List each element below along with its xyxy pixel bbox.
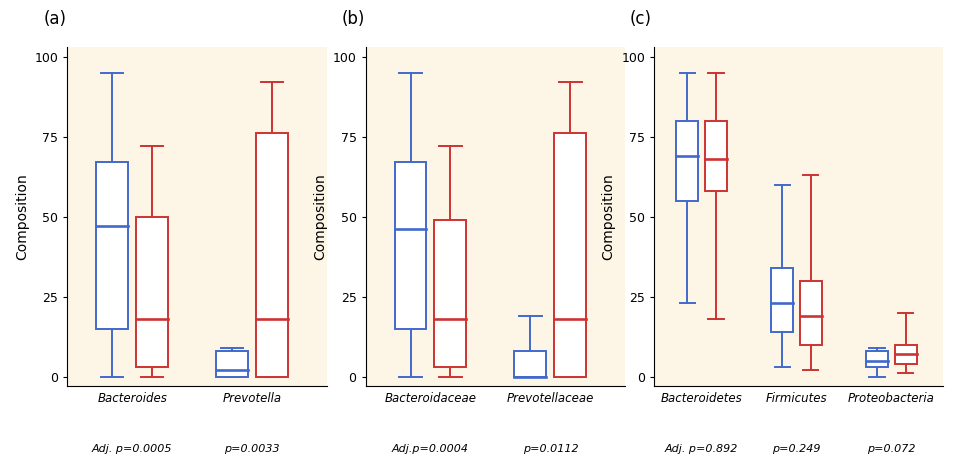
Text: Adj.p=0.0004: Adj.p=0.0004	[391, 444, 469, 454]
Bar	[676, 121, 698, 201]
Text: (b): (b)	[341, 10, 364, 28]
Y-axis label: Composition: Composition	[312, 173, 327, 260]
Bar	[771, 268, 793, 332]
Bar	[894, 345, 916, 364]
Y-axis label: Composition: Composition	[601, 173, 615, 260]
Text: p=0.249: p=0.249	[772, 444, 820, 454]
Text: p=0.0033: p=0.0033	[224, 444, 280, 454]
Text: (c): (c)	[629, 10, 652, 28]
Bar	[554, 133, 585, 377]
Y-axis label: Composition: Composition	[14, 173, 29, 260]
Bar	[514, 351, 546, 377]
Text: p=0.0112: p=0.0112	[522, 444, 578, 454]
Text: Adj. p=0.892: Adj. p=0.892	[664, 444, 737, 454]
Text: (a): (a)	[43, 10, 66, 28]
Bar	[96, 162, 128, 329]
Bar	[136, 217, 168, 367]
Bar	[799, 281, 821, 345]
Bar	[865, 351, 887, 367]
Bar	[434, 220, 466, 367]
Text: p=0.072: p=0.072	[866, 444, 915, 454]
Bar	[216, 351, 248, 377]
Bar	[704, 121, 727, 191]
Legend: normal, obese: normal, obese	[412, 50, 481, 80]
Bar	[394, 162, 426, 329]
Bar	[256, 133, 288, 377]
Text: Adj. p=0.0005: Adj. p=0.0005	[92, 444, 172, 454]
